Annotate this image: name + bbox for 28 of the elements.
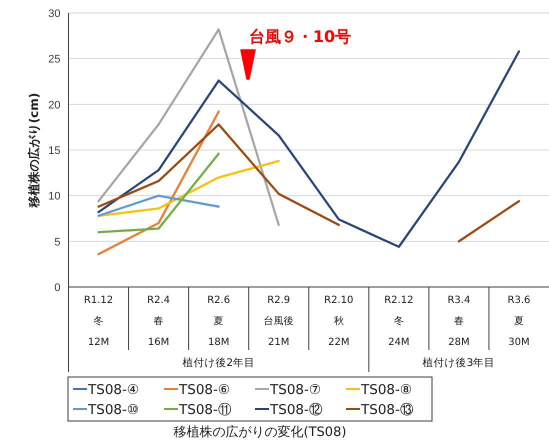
legend-label: TS08-⑫ <box>269 402 323 418</box>
y-tick-label: 0 <box>54 282 60 294</box>
y-tick-label: 5 <box>54 236 60 248</box>
x-tick-label: R1.12 冬 12M <box>84 295 114 348</box>
x-tick-label: R3.6 夏 30M <box>508 295 530 348</box>
y-tick-label: 20 <box>48 99 60 112</box>
legend-label: TS08-⑬ <box>360 402 414 418</box>
legend-label: TS08-⑪ <box>178 402 232 418</box>
y-tick-label: 25 <box>48 54 60 66</box>
x-tick-label: R2.12 冬 24M <box>384 295 414 348</box>
legend-label: TS08-⑥ <box>178 382 230 398</box>
x-tick-label: R2.9 台風後 21M <box>264 295 294 348</box>
y-tick-label: 10 <box>48 190 60 203</box>
x-tick-label: R2.6 夏 18M <box>207 295 230 348</box>
legend-label: TS08-④ <box>87 382 139 398</box>
annotation: 台風９・10号 <box>248 27 352 46</box>
y-tick-label: 15 <box>48 145 60 157</box>
legend-label: TS08-⑦ <box>269 382 321 398</box>
text: 移植株の広がりの変化(TS08) <box>174 424 346 440</box>
text: 植付け後3年目 <box>422 356 496 369</box>
y-tick-label: 30 <box>48 8 60 20</box>
legend-label: TS08-⑧ <box>360 382 412 398</box>
x-tick-label: R2.10 秋 22M <box>324 295 354 348</box>
x-tick-label: R2.4 春 16M <box>147 295 170 348</box>
legend-label: TS08-⑩ <box>87 402 139 418</box>
y-axis-title: 移植株の広がり(cm) <box>27 92 41 208</box>
x-tick-label: R3.4 春 28M <box>447 295 470 348</box>
text: 植付け後2年目 <box>182 356 255 369</box>
